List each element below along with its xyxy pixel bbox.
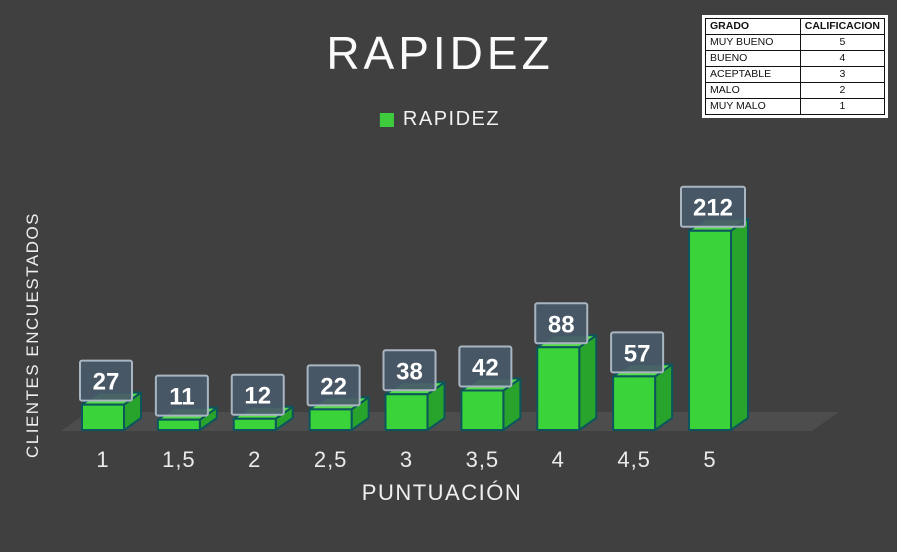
data-label-value: 212 bbox=[693, 195, 733, 222]
data-label-box bbox=[79, 359, 133, 402]
data-label-value: 88 bbox=[548, 311, 575, 338]
bar-group-3,5: 423,5 bbox=[458, 345, 522, 472]
bar-front-face bbox=[688, 229, 732, 431]
x-tick-label: 4 bbox=[552, 447, 565, 472]
data-label-value: 22 bbox=[320, 373, 347, 400]
data-label-box bbox=[534, 302, 589, 345]
bar-front-face bbox=[384, 393, 429, 431]
score-cell: 1 bbox=[799, 98, 886, 115]
grade-cell: MUY MALO bbox=[705, 98, 801, 115]
data-label-box bbox=[458, 345, 513, 388]
bar-front-face bbox=[156, 418, 201, 432]
table-row: MUY BUENO 5 bbox=[705, 34, 886, 51]
x-tick-label: 1 bbox=[96, 447, 109, 472]
table-row: MALO 2 bbox=[705, 82, 886, 99]
data-label-box bbox=[306, 364, 361, 407]
data-label-box bbox=[382, 349, 437, 392]
grade-cell: MUY BUENO bbox=[705, 34, 801, 51]
bar-group-1,5: 111,5 bbox=[154, 374, 218, 472]
grade-scale-table: GRADO CALIFICACION MUY BUENO 5 BUENO 4 A… bbox=[702, 15, 888, 118]
data-label-box bbox=[680, 185, 746, 228]
bar-front-face bbox=[81, 403, 125, 431]
x-tick-label: 3 bbox=[400, 447, 413, 472]
data-label-box bbox=[610, 331, 665, 374]
data-label-value: 38 bbox=[396, 358, 423, 385]
bar-group-1: 27 1 bbox=[79, 359, 142, 472]
x-tick-label: 4,5 bbox=[617, 447, 651, 472]
bar-side-face bbox=[730, 217, 749, 431]
legend-swatch-icon bbox=[379, 112, 394, 127]
chart-title: RAPIDEZ bbox=[326, 27, 554, 79]
data-label-value: 42 bbox=[472, 355, 499, 382]
legend-series-label: RAPIDEZ bbox=[402, 108, 501, 130]
bar-front-face bbox=[536, 346, 581, 431]
bar-front-face bbox=[308, 408, 353, 432]
data-label-value: 27 bbox=[93, 369, 120, 396]
x-tick-label: 3,5 bbox=[466, 447, 500, 472]
grade-cell: ACEPTABLE bbox=[705, 66, 801, 83]
data-label-box bbox=[230, 373, 285, 416]
bar-group-4,5: 574,5 bbox=[610, 331, 674, 472]
bar-side-face bbox=[578, 334, 598, 431]
table-row: ACEPTABLE 3 bbox=[705, 66, 886, 83]
bar-group-5: 212 5 bbox=[680, 185, 749, 472]
legend: RAPIDEZ bbox=[379, 108, 501, 131]
data-label-box bbox=[154, 374, 209, 417]
bar-front-face bbox=[460, 389, 505, 431]
x-tick-label: 1,5 bbox=[162, 447, 196, 472]
x-tick-label: 2,5 bbox=[314, 447, 348, 472]
data-label-value: 57 bbox=[624, 340, 651, 367]
bar-front-face bbox=[612, 375, 657, 432]
bar-group-3: 38 3 bbox=[382, 349, 446, 472]
table-row: MUY MALO 1 bbox=[705, 98, 886, 115]
data-label-value: 11 bbox=[169, 384, 194, 411]
bar-group-4: 88 4 bbox=[534, 302, 598, 472]
bar-group-2,5: 222,5 bbox=[306, 364, 370, 472]
bar-front-face bbox=[232, 417, 277, 432]
data-label-value: 12 bbox=[244, 383, 271, 410]
x-tick-label: 5 bbox=[703, 447, 716, 472]
bar-group-2: 12 2 bbox=[230, 373, 294, 472]
table-row: BUENO 4 bbox=[705, 50, 886, 67]
x-axis-title: PUNTUACIÓN bbox=[361, 480, 523, 505]
x-tick-label: 2 bbox=[248, 447, 261, 472]
